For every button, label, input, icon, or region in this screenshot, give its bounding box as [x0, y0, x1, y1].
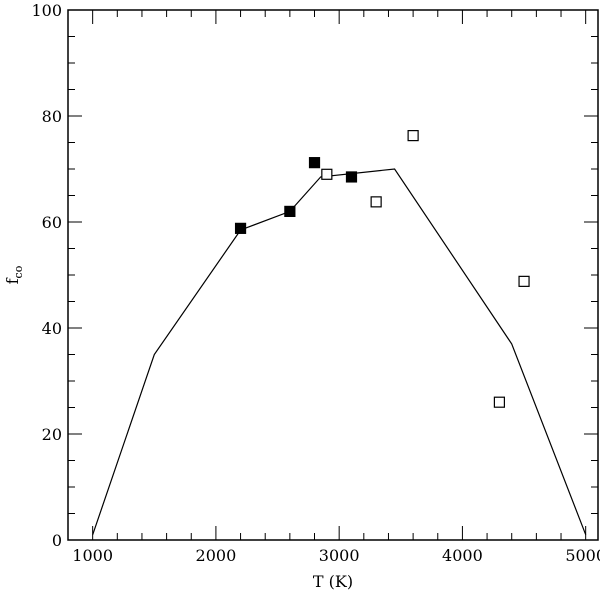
open-square-point: [493, 396, 505, 408]
y-tick-label: 40: [42, 319, 62, 338]
y-axis-title: fco: [3, 265, 25, 284]
open-square-point: [407, 130, 419, 142]
filled-square-point: [284, 205, 296, 217]
y-tick-label: 100: [31, 1, 62, 20]
plot-frame: [67, 9, 599, 541]
filled-square-point: [345, 171, 358, 183]
x-tick-label: 3000: [319, 546, 360, 565]
filled-square-point: [234, 222, 247, 234]
y-tick-label: 80: [42, 107, 62, 126]
x-tick-label: 1000: [72, 546, 113, 565]
y-axis-title-subscript: co: [12, 265, 25, 278]
open-square-point: [518, 275, 530, 287]
y-axis-title-main: f: [3, 277, 22, 284]
y-tick-label: 0: [52, 531, 62, 550]
x-axis-title: T (K): [313, 572, 353, 591]
open-square-point: [370, 196, 382, 208]
y-tick-label: 20: [42, 425, 62, 444]
open-square-point: [321, 168, 333, 180]
x-tick-label: 2000: [196, 546, 237, 565]
model-curve-line: [92, 168, 587, 535]
data-marks: [92, 130, 587, 535]
y-tick-label: 60: [42, 213, 62, 232]
axis-ticks: [67, 9, 598, 541]
x-tick-label: 4000: [442, 546, 483, 565]
filled-square-point: [308, 157, 321, 169]
